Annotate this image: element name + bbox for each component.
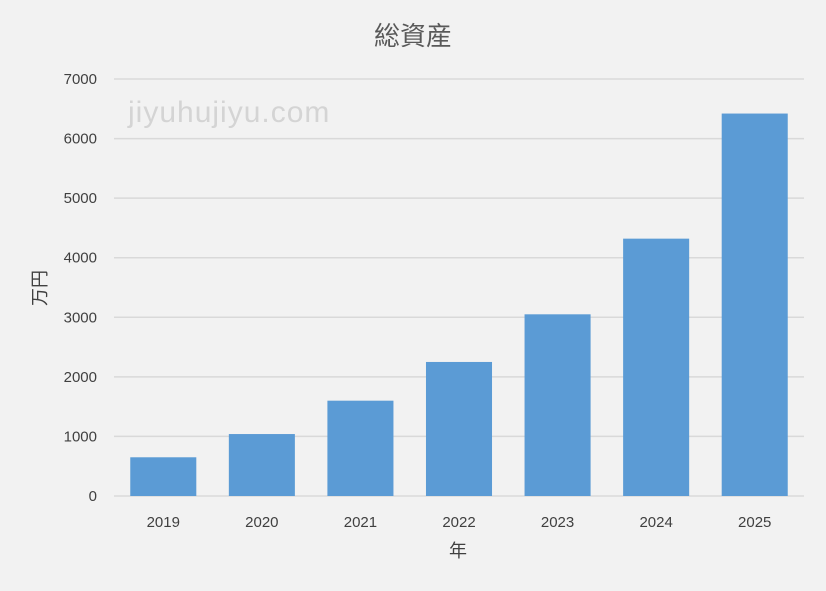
x-tick-label: 2022 (442, 514, 475, 531)
bar-2019 (130, 457, 197, 496)
bar-2020 (228, 434, 295, 496)
y-tick-label: 5000 (64, 190, 97, 207)
y-tick-label: 4000 (64, 250, 97, 267)
x-axis-ticks: 2019 2020 2021 2022 2023 2024 2025 (147, 514, 772, 531)
y-tick-label: 2000 (64, 369, 97, 386)
x-axis-label: 年 (449, 541, 467, 562)
y-tick-label: 1000 (64, 428, 97, 445)
x-tick-label: 2021 (344, 514, 377, 531)
y-axis-label: 万円 (30, 270, 51, 306)
bar-2023 (524, 314, 591, 496)
x-tick-label: 2023 (541, 514, 574, 531)
x-tick-label: 2025 (738, 514, 771, 531)
bars (130, 113, 788, 497)
y-axis-ticks: 0 1000 2000 3000 4000 5000 6000 7000 (64, 71, 97, 505)
bar-2022 (425, 361, 493, 496)
bar-2024 (623, 238, 690, 496)
y-tick-label: 3000 (64, 309, 97, 326)
x-tick-label: 2019 (147, 514, 180, 531)
chart-title: 総資産 (374, 22, 452, 52)
x-tick-label: 2024 (639, 514, 672, 531)
watermark: jiyuhujiyu.com (127, 96, 330, 129)
y-tick-label: 7000 (64, 71, 97, 88)
x-tick-label: 2020 (245, 514, 278, 531)
bar-2021 (327, 400, 394, 496)
y-tick-label: 0 (89, 488, 97, 505)
y-tick-label: 6000 (64, 131, 97, 148)
bar-2025 (721, 113, 788, 497)
